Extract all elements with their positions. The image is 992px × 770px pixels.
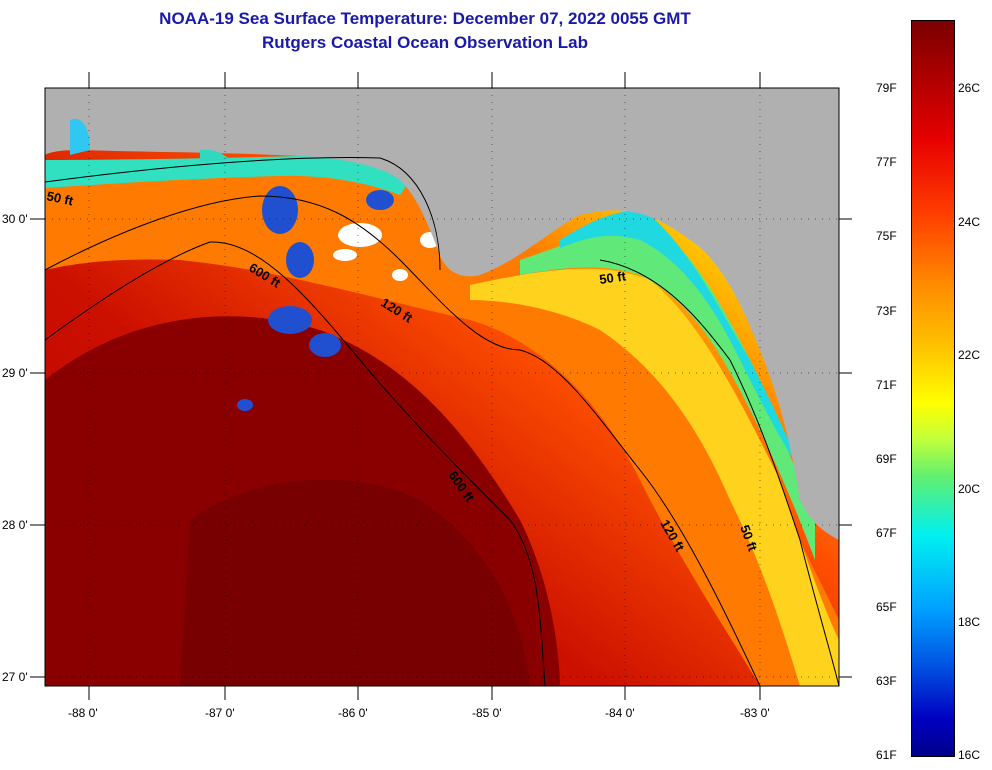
colorbar-f-label: 73F [876,304,897,318]
cloud-white [333,223,440,281]
map-frame [44,87,840,687]
colorbar-f-label: 61F [876,748,897,762]
coastal-green [520,227,815,560]
warm-core-inner [180,479,530,686]
chart-subtitle: Rutgers Coastal Ocean Observation Lab [262,33,588,52]
colorbar-c-label: 16C [958,748,981,762]
colorbar-f-label: 69F [876,452,897,466]
shelf-yellow [470,268,839,686]
shelf-orange [45,169,839,686]
isobath-label: 50 ft [598,268,627,287]
colorbar-f-label: 77F [876,155,897,169]
chart-title: NOAA-19 Sea Surface Temperature: Decembe… [159,9,691,28]
colorbar-c-label: 24C [958,215,981,229]
latitude-label: 29 0' [2,366,28,380]
colorbar-f-label: 79F [876,81,897,95]
isobath-label: 50 ft [45,188,75,208]
longitude-label: -87 0' [205,706,235,720]
longitude-label: -84 0' [605,706,635,720]
latitude-label: 30 0' [2,212,28,226]
bay-water-2 [200,149,230,162]
latitude-label: 27 0' [2,670,28,684]
colorbar-f-label: 71F [876,378,897,392]
temperature-colorbar [911,20,955,757]
colorbar-c-label: 22C [958,348,981,362]
latitude-label: 28 0' [2,518,28,532]
colorbar-c-label: 20C [958,482,981,496]
longitude-label: -85 0' [472,706,502,720]
bay-water [70,118,90,155]
north-coastal-strip [45,156,410,195]
longitude-label: -86 0' [338,706,368,720]
colorbar-c-label: 26C [958,81,981,95]
colorbar-f-label: 65F [876,600,897,614]
cloud-patches [237,186,394,411]
coastal-cyan [560,211,800,470]
colorbar-f-label: 67F [876,526,897,540]
land-mass [45,88,839,540]
colorbar-c-label: 18C [958,615,981,629]
isobaths [45,157,839,686]
colorbar-f-label: 75F [876,229,897,243]
longitude-label: -83 0' [740,706,770,720]
colorbar-f-label: 63F [876,674,897,688]
longitude-label: -88 0' [68,706,98,720]
map-ticks [30,72,852,700]
